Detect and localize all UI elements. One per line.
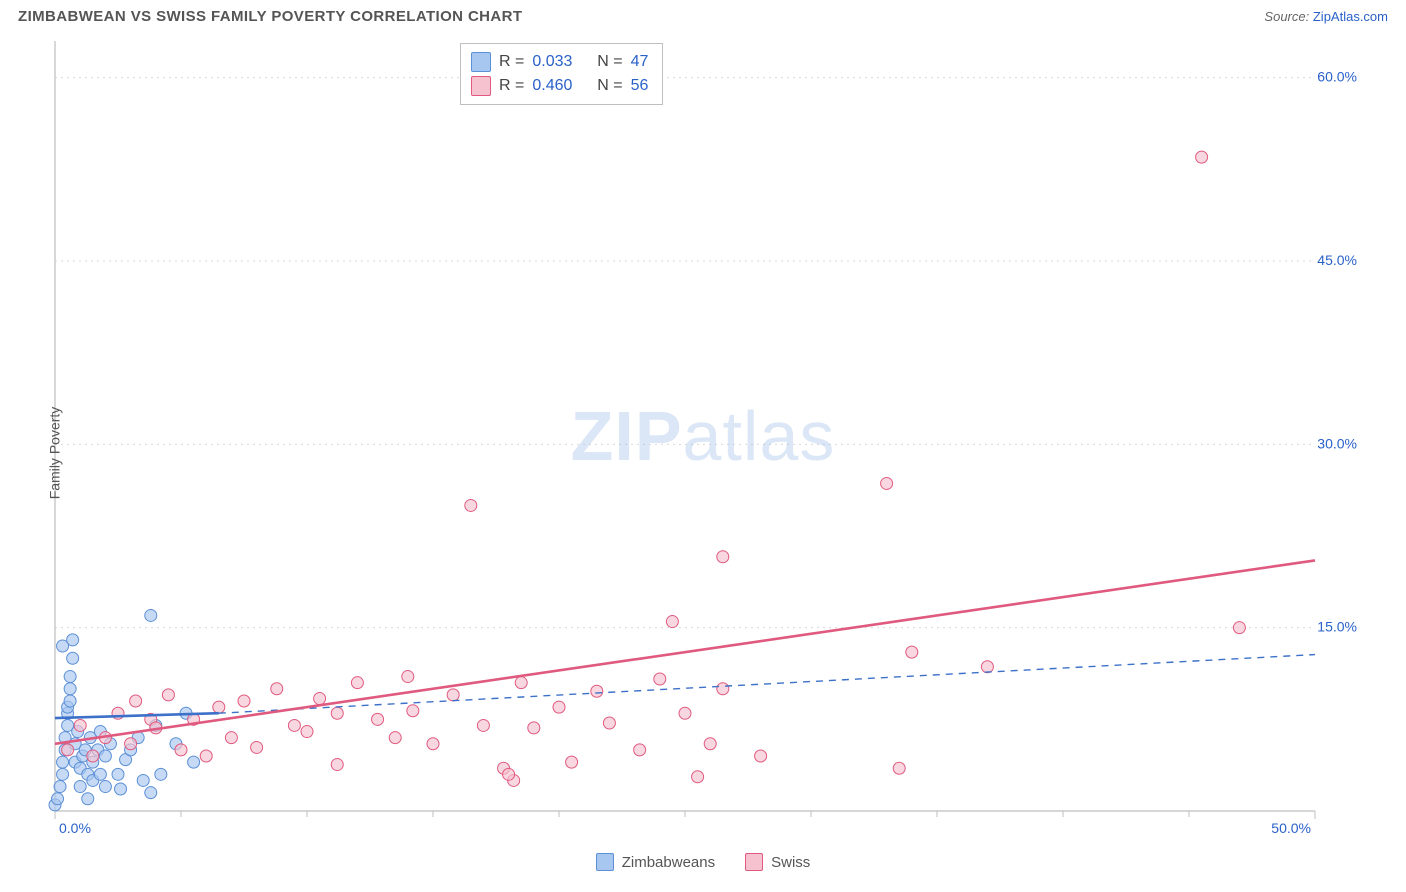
legend-swatch-icon xyxy=(745,853,763,871)
legend-item-swiss: Swiss xyxy=(745,853,810,871)
scatter-chart: 15.0% 30.0% 45.0% 60.0% 0.0% 50.0% xyxy=(0,31,1406,851)
legend-label-swiss: Swiss xyxy=(771,854,810,871)
svg-text:0.0%: 0.0% xyxy=(59,820,91,836)
svg-text:50.0%: 50.0% xyxy=(1271,820,1311,836)
svg-text:30.0%: 30.0% xyxy=(1317,435,1357,451)
svg-text:45.0%: 45.0% xyxy=(1317,252,1357,268)
r-label: R = xyxy=(499,50,524,74)
chart-source: Source: ZipAtlas.com xyxy=(1264,9,1388,24)
svg-text:60.0%: 60.0% xyxy=(1317,69,1357,85)
correlation-row-1: R = 0.033 N = 47 xyxy=(471,50,648,74)
bottom-legend: Zimbabweans Swiss xyxy=(0,853,1406,871)
source-value: ZipAtlas.com xyxy=(1313,9,1388,24)
legend-swatch-icon xyxy=(596,853,614,871)
r-label: R = xyxy=(499,74,524,98)
source-label: Source: xyxy=(1264,9,1309,24)
chart-container: Family Poverty ZIPatlas 15.0%30.0%45.0%6… xyxy=(0,31,1406,875)
correlation-box: R = 0.033 N = 47 R = 0.460 N = 56 xyxy=(460,43,663,105)
n-value-1: 47 xyxy=(631,50,649,74)
n-value-2: 56 xyxy=(631,74,649,98)
legend-swatch-zimbabweans xyxy=(471,52,491,72)
chart-title: ZIMBABWEAN VS SWISS FAMILY POVERTY CORRE… xyxy=(18,8,522,25)
legend-label-zimbabweans: Zimbabweans xyxy=(622,854,715,871)
chart-header: ZIMBABWEAN VS SWISS FAMILY POVERTY CORRE… xyxy=(0,0,1406,31)
r-value-1: 0.033 xyxy=(532,50,572,74)
legend-item-zimbabweans: Zimbabweans xyxy=(596,853,715,871)
y-axis-label: Family Poverty xyxy=(46,407,62,500)
n-label: N = xyxy=(597,74,622,98)
svg-text:15.0%: 15.0% xyxy=(1317,619,1357,635)
correlation-row-2: R = 0.460 N = 56 xyxy=(471,74,648,98)
legend-swatch-swiss xyxy=(471,76,491,96)
n-label: N = xyxy=(597,50,622,74)
r-value-2: 0.460 xyxy=(532,74,572,98)
